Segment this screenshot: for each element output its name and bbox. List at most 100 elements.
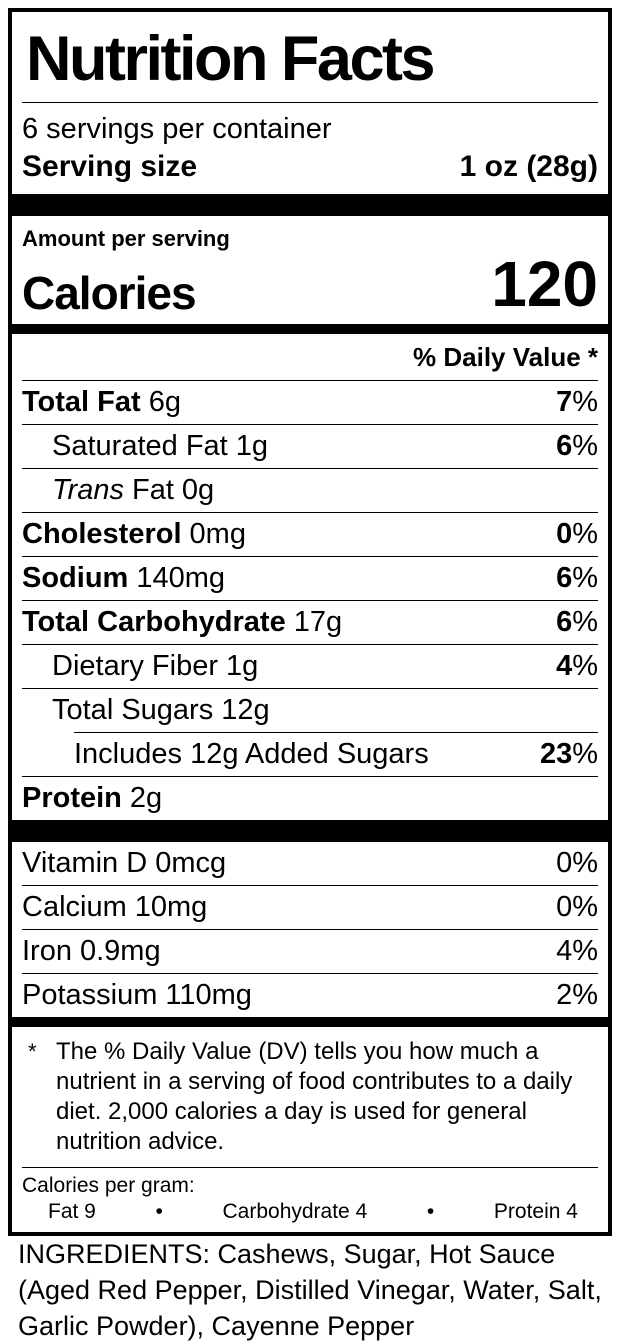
nutrient-name: Dietary Fiber 1g	[22, 651, 258, 681]
vitamin-name-text: Potassium	[22, 979, 158, 1011]
nutrient-name: Total Sugars 12g	[22, 695, 270, 725]
dv-number: 6	[556, 430, 573, 462]
row-saturated-fat: Saturated Fat 1g 6%	[22, 424, 598, 468]
medium-bar	[12, 324, 608, 334]
calories-row: Calories 120	[22, 252, 598, 324]
vitamin-amount: 0.9mg	[79, 935, 161, 967]
nutrient-name-bold: Cholesterol	[22, 518, 182, 550]
vitamin-name: Vitamin D 0mcg	[22, 848, 226, 878]
thick-bar	[12, 194, 608, 216]
nutrient-name-bold: Protein	[22, 782, 122, 814]
footnote-text: The % Daily Value (DV) tells you how muc…	[56, 1038, 573, 1155]
row-protein: Protein 2g	[22, 776, 598, 820]
calories-per-gram-heading: Calories per gram:	[22, 1174, 195, 1197]
nutrient-name-text: Dietary Fiber	[52, 650, 218, 682]
nutrient-amount: 1g	[235, 430, 268, 462]
nutrient-name: Trans Fat 0g	[22, 475, 214, 505]
vitamin-amount: 0mcg	[155, 847, 227, 879]
calories-per-gram-row: Fat 9 • Carbohydrate 4 • Protein 4	[22, 1198, 598, 1232]
dv-number: 6	[556, 562, 573, 594]
row-dietary-fiber: Dietary Fiber 1g 4%	[22, 644, 598, 688]
nutrient-name: Total Fat 6g	[22, 387, 181, 417]
dv-sign: %	[572, 650, 598, 682]
nutrient-name: Sodium 140mg	[22, 563, 225, 593]
vitamin-amount: 10mg	[134, 891, 208, 923]
divider	[22, 1167, 598, 1168]
nutrient-name: Cholesterol 0mg	[22, 519, 246, 549]
nutrient-name: Total Carbohydrate 17g	[22, 607, 342, 637]
nutrient-name-bold: Total Fat	[22, 386, 141, 418]
label-title: Nutrition Facts	[26, 24, 436, 94]
vitamin-amount: 110mg	[165, 979, 252, 1011]
dv-sign: %	[572, 606, 598, 638]
nutrient-name-bold: Sodium	[22, 562, 129, 594]
daily-value-footnote: * The % Daily Value (DV) tells you how m…	[22, 1027, 598, 1167]
amount-per-serving-label: Amount per serving	[22, 226, 230, 251]
vitamin-dv: 0%	[556, 891, 598, 923]
bullet-separator: •	[426, 1200, 435, 1223]
dv-number: 7	[556, 386, 573, 418]
vitamin-name-text: Vitamin D	[22, 847, 148, 879]
dv-number: 23	[539, 738, 573, 770]
nutrient-amount: 6g	[148, 386, 181, 418]
nutrient-name-text: Total Sugars	[52, 694, 214, 726]
nutrient-name-bold: Total Carbohydrate	[22, 606, 286, 638]
row-cholesterol: Cholesterol 0mg 0%	[22, 512, 598, 556]
bullet-separator: •	[155, 1200, 163, 1223]
servings-per-container: 6 servings per container	[22, 113, 332, 145]
vitamin-dv: 2%	[556, 979, 598, 1011]
dv-number: 4	[556, 650, 573, 682]
vitamin-dv: 0%	[556, 847, 598, 879]
vitamin-name: Calcium 10mg	[22, 892, 207, 922]
row-total-carbohydrate: Total Carbohydrate 17g 6%	[22, 600, 598, 644]
thick-bar	[12, 820, 608, 842]
row-total-fat: Total Fat 6g 7%	[22, 380, 598, 424]
nutrient-dv: 6%	[556, 607, 598, 637]
daily-value-header: % Daily Value *	[413, 342, 598, 372]
row-sodium: Sodium 140mg 6%	[22, 556, 598, 600]
row-calcium: Calcium 10mg 0%	[22, 885, 598, 929]
nutrient-amount: 1g	[226, 650, 259, 682]
nutrient-name-text: Includes 12g Added Sugars	[74, 738, 429, 770]
nutrient-name: Includes 12g Added Sugars	[74, 739, 429, 769]
nutrient-name: Protein 2g	[22, 783, 162, 813]
cpg-fat: Fat 9	[48, 1200, 96, 1223]
medium-bar	[12, 1017, 608, 1027]
serving-size-value: 1 oz (28g)	[459, 150, 598, 183]
serving-size-row: Serving size 1 oz (28g)	[22, 146, 598, 194]
serving-size-label: Serving size	[22, 150, 198, 183]
nutrition-facts-label: Nutrition Facts 6 servings per container…	[8, 8, 612, 1236]
row-vitamin-d: Vitamin D 0mcg 0%	[22, 842, 598, 885]
dv-sign: %	[572, 386, 598, 418]
vitamin-name-text: Iron	[22, 935, 72, 967]
nutrient-name-text: Fat	[131, 474, 174, 506]
ingredients-statement: INGREDIENTS: Cashews, Sugar, Hot Sauce (…	[18, 1239, 602, 1341]
vitamin-name: Potassium 110mg	[22, 980, 252, 1010]
dv-sign: %	[572, 518, 598, 550]
dv-sign: %	[572, 562, 598, 594]
nutrient-name-text: Saturated Fat	[52, 430, 228, 462]
nutrient-name-italic: Trans	[52, 474, 124, 506]
vitamin-dv: 4%	[556, 935, 598, 967]
nutrient-dv: 7%	[556, 387, 598, 417]
row-potassium: Potassium 110mg 2%	[22, 973, 598, 1017]
footnote-asterisk: *	[28, 1039, 37, 1064]
row-iron: Iron 0.9mg 4%	[22, 929, 598, 973]
cpg-protein: Protein 4	[493, 1200, 578, 1223]
nutrient-dv: 6%	[556, 431, 598, 461]
nutrient-dv: 23%	[540, 739, 598, 769]
nutrient-dv: 6%	[556, 563, 598, 593]
nutrient-amount: 2g	[129, 782, 163, 814]
dv-number: 6	[556, 606, 573, 638]
vitamin-name: Iron 0.9mg	[22, 936, 161, 966]
nutrient-name: Saturated Fat 1g	[22, 431, 268, 461]
nutrient-amount: 17g	[293, 606, 343, 638]
dv-number: 0	[556, 518, 573, 550]
nutrient-amount: 12g	[221, 694, 270, 726]
dv-sign: %	[572, 738, 598, 770]
row-added-sugars: Includes 12g Added Sugars 23%	[74, 732, 598, 776]
calories-value: 120	[491, 248, 598, 320]
row-total-sugars: Total Sugars 12g	[22, 688, 598, 732]
nutrient-amount: 140mg	[136, 562, 226, 594]
dv-sign: %	[572, 430, 598, 462]
